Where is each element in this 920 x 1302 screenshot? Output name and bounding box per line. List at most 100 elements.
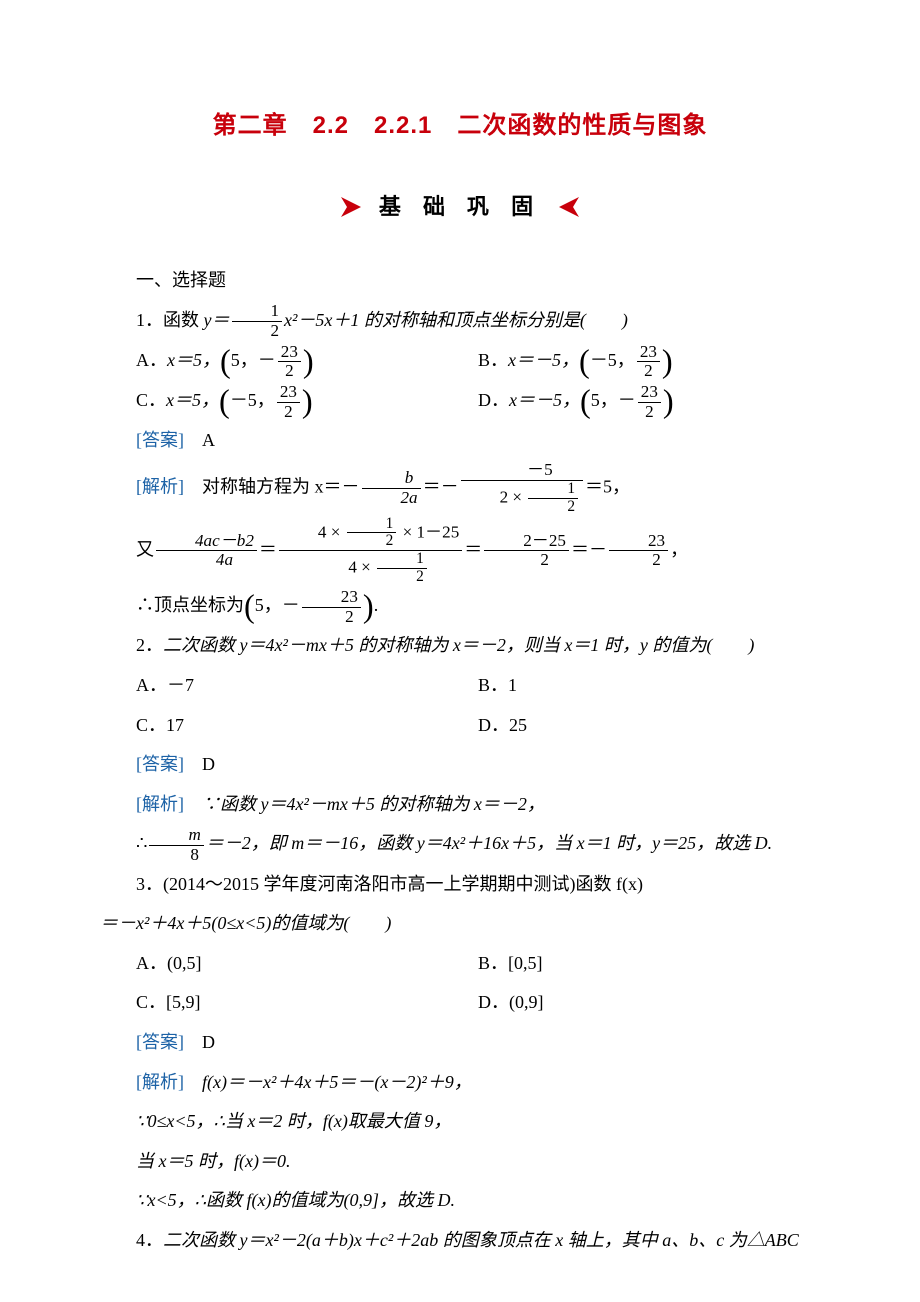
pt-frac: 232 (638, 383, 661, 422)
frac-den: 2 (232, 322, 283, 341)
basics-banner: 基 础 巩 固 (100, 183, 820, 231)
q3-analysis-line4: ∵x<5，∴函数 f(x)的值域为(0,9]，故选 D. (100, 1181, 820, 1221)
frac-den: 2 (609, 551, 668, 570)
analysis-label: [解析] (136, 476, 184, 496)
q3-analysis-line1: [解析] f(x)＝－x²＋4x＋5＝－(x－2)²＋9， (100, 1063, 820, 1103)
frac-num: 1 (377, 551, 427, 569)
opt-label: C． (136, 390, 166, 410)
q1-yeq: y＝ (204, 310, 230, 330)
mul: 2 × (500, 487, 522, 506)
answer-label: [答案] (136, 430, 184, 450)
q2-stem: 2．二次函数 y＝4x²－mx＋5 的对称轴为 x＝－2，则当 x＝1 时，y … (100, 626, 820, 666)
t: 4 × (318, 522, 340, 541)
frac-num: 23 (609, 532, 668, 552)
paren-close-icon: ) (662, 344, 673, 380)
q1-answer: [答案] A (100, 421, 820, 461)
frac-den: 4a (156, 551, 257, 570)
q4-number: 4． (136, 1230, 163, 1250)
paren-close-icon: ) (363, 589, 374, 625)
q2-option-c: C．17 (136, 706, 478, 746)
banner-arrow-right-icon (553, 197, 579, 217)
answer-value: D (184, 1032, 215, 1052)
prefix: ∴顶点坐标为 (136, 595, 244, 615)
pt-sign: － (258, 350, 276, 370)
r2-frac: 232 (609, 532, 668, 571)
q2-options-row1: A．－7 B．1 (100, 666, 820, 706)
q3-option-c: C．[5,9] (136, 983, 478, 1023)
prefix: 又 (136, 539, 154, 559)
frac-num: 1 (232, 302, 283, 322)
frac-num: m (149, 826, 203, 846)
pt-frac: 232 (302, 588, 361, 627)
eq: ＝－ (571, 539, 607, 559)
frac-den: 2 (278, 362, 301, 381)
q2-option-d: D．25 (478, 706, 820, 746)
paren-open-icon: ( (220, 344, 231, 380)
analysis-text: ∵函数 y＝4x²－mx＋5 的对称轴为 x＝－2， (184, 794, 545, 814)
q3-options-row2: C．[5,9] D．(0,9] (100, 983, 820, 1023)
analysis-label: [解析] (136, 794, 184, 814)
frac-num: 23 (277, 383, 300, 403)
frac-num: 23 (278, 343, 301, 363)
pt-x: 5， (591, 390, 618, 410)
frac-den: 2 (528, 499, 578, 516)
discriminant-frac: 4ac－b24a (156, 532, 257, 571)
opt-axis: x＝－5， (508, 350, 579, 370)
frac-den: 2 × 12 (461, 481, 583, 516)
q3-option-a: A．(0,5] (136, 944, 478, 984)
q4-text: 二次函数 y＝x²－2(a＋b)x＋c²＋2ab 的图象顶点在 x 轴上，其中 … (163, 1230, 799, 1250)
q1-analysis-line3: ∴顶点坐标为(5，－232). (100, 586, 820, 626)
pt-x: －5， (230, 390, 275, 410)
q3-analysis-line2: ∵0≤x<5，∴当 x＝2 时，f(x)取最大值 9， (100, 1102, 820, 1142)
frac-den: 8 (149, 846, 203, 865)
frac-num: －5 (461, 461, 583, 481)
q2-text: 二次函数 y＝4x²－mx＋5 的对称轴为 x＝－2，则当 x＝1 时，y 的值… (163, 635, 754, 655)
q2-option-a: A．－7 (136, 666, 478, 706)
big-frac: 4 × 12 × 1－254 × 12 (279, 516, 462, 587)
q3-analysis-line3: 当 x＝5 时，f(x)＝0. (100, 1142, 820, 1182)
paren-open-icon: ( (580, 384, 591, 420)
sign: － (282, 595, 300, 615)
frac-den: 4 × 12 (279, 551, 462, 586)
t: × 1－25 (403, 522, 460, 541)
opt-axis: x＝5， (166, 390, 219, 410)
frac-den: 2a (362, 489, 421, 508)
opt-axis: x＝－5， (509, 390, 580, 410)
q3-option-d: D．(0,9] (478, 983, 820, 1023)
q1-coef-frac: 12 (232, 302, 283, 341)
q3-text-a: (2014～2015 学年度河南洛阳市高一上学期期中测试)函数 f(x) (163, 874, 643, 894)
q1-option-d: D．x＝－5，(5，－232) (478, 381, 820, 421)
pt-x: －5， (590, 350, 635, 370)
q1-option-c: C．x＝5，(－5，232) (136, 381, 478, 421)
q1-tail: x²－5x＋1 的对称轴和顶点坐标分别是( ) (284, 310, 628, 330)
section-heading: 一、选择题 (100, 261, 820, 301)
q4-stem: 4．二次函数 y＝x²－2(a＋b)x＋c²＋2ab 的图象顶点在 x 轴上，其… (100, 1221, 820, 1261)
eq: ＝－ (423, 476, 459, 496)
q2-analysis-line2: ∴m8＝－2，即 m＝－16，函数 y＝4x²＋16x＋5，当 x＝1 时，y＝… (100, 824, 820, 864)
q3-stem-a: 3．(2014～2015 学年度河南洛阳市高一上学期期中测试)函数 f(x) (100, 865, 820, 905)
q1-number: 1． (136, 310, 163, 330)
answer-value: D (184, 754, 215, 774)
inner-frac: 12 (377, 551, 427, 586)
paren-close-icon: ) (303, 344, 314, 380)
pt-frac: 232 (277, 383, 300, 422)
frac-num: 4 × 12 × 1－25 (279, 516, 462, 552)
chapter-title: 第二章 2.2 2.2.1 二次函数的性质与图象 (100, 100, 820, 153)
q3-option-b: B．[0,5] (478, 944, 820, 984)
inner-frac: 12 (528, 481, 578, 516)
eq: ＝ (464, 539, 482, 559)
q1-analysis-line2: 又4ac－b24a＝4 × 12 × 1－254 × 12＝2－252＝－232… (100, 516, 820, 587)
q1-analysis-line1: [解析] 对称轴方程为 x＝－b2a＝－－52 × 12＝5， (100, 461, 820, 516)
r1-frac: 2－252 (484, 532, 569, 571)
q3-stem-b: ＝－x²＋4x＋5(0≤x<5)的值域为( ) (100, 904, 820, 944)
neg5-frac: －52 × 12 (461, 461, 583, 516)
paren-close-icon: ) (302, 384, 313, 420)
opt-axis: x＝5， (167, 350, 220, 370)
q1-option-b: B．x＝－5，(－5，232) (478, 341, 820, 381)
opt-label: B． (478, 350, 508, 370)
answer-value: A (184, 430, 215, 450)
q2-answer: [答案] D (100, 745, 820, 785)
paren-open-icon: ( (244, 589, 255, 625)
frac-den: 2 (347, 533, 397, 550)
eq: ＝ (259, 539, 277, 559)
